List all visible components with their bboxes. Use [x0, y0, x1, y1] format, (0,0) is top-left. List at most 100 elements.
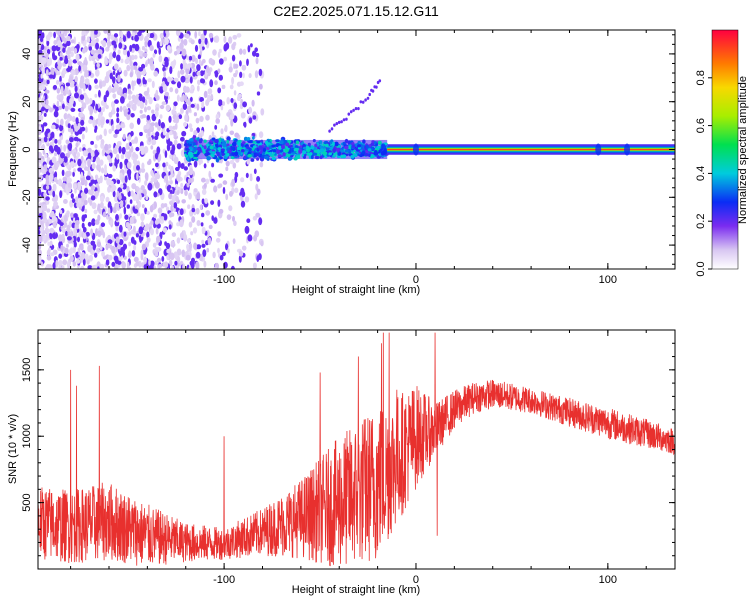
band-cell [271, 157, 277, 160]
spectrogram-cell [57, 64, 62, 70]
spectrogram-cell [189, 89, 194, 94]
spectrogram-cell [126, 168, 132, 176]
spectrogram-cell [118, 67, 122, 73]
band-cell [295, 155, 301, 159]
spectrogram-cell [131, 183, 137, 190]
spectrogram-cell [159, 41, 163, 47]
band-cell [187, 151, 193, 156]
spectrogram-cell [121, 177, 125, 183]
spectrogram-cell [127, 153, 131, 160]
spectrogram-cell [38, 229, 41, 235]
band-cell [196, 147, 201, 151]
spectrogram-cell [127, 223, 131, 232]
spectrogram-cell [181, 249, 186, 258]
spectrogram-cell [168, 259, 173, 266]
spectrogram-cell [45, 128, 51, 133]
chart-title: C2E2.2025.071.15.12.G11 [273, 3, 439, 19]
spectrogram-cell [223, 35, 227, 44]
spectrogram-cell [155, 162, 159, 168]
spectrogram-cell [128, 175, 132, 181]
branch-cell [354, 107, 358, 111]
spectrogram-cell [158, 55, 163, 63]
spectrogram-cell [199, 115, 204, 122]
spectrogram-cell [174, 260, 178, 266]
spectrogram-cell [188, 265, 192, 269]
band-cell [344, 149, 350, 153]
spectrogram-cell [46, 208, 51, 213]
snr-marks [38, 332, 675, 567]
band-cell [183, 142, 189, 147]
spectrogram-cell [39, 225, 43, 234]
spectrogram-cell [143, 257, 147, 263]
spectrogram-cell [71, 80, 75, 85]
spectrogram-cell [185, 67, 190, 75]
spectrogram-cell [196, 103, 200, 111]
band-cell [286, 140, 292, 143]
spectrogram-cell [57, 178, 63, 187]
spectrogram-cell [74, 85, 78, 93]
band-cell [247, 140, 253, 143]
band-cell [284, 148, 289, 153]
spectrogram-cell [198, 160, 202, 166]
spectrogram-cell [129, 122, 134, 130]
spectrogram-cell [188, 221, 193, 228]
spectrogram-cell [91, 218, 96, 227]
spectrogram-cell [123, 231, 127, 237]
spectrogram-cell [147, 182, 153, 191]
spectrogram-cell [171, 195, 177, 202]
spectrogram-cell [116, 179, 121, 185]
spectrogram-cell [40, 73, 44, 79]
spectrogram-cell [53, 31, 56, 39]
band-cell [340, 149, 345, 153]
spectrogram-cell [51, 166, 55, 172]
spectrogram-cell [175, 196, 179, 202]
spectrogram-cell [156, 146, 161, 155]
spectrogram-cell [162, 66, 166, 72]
spectrogram-cell [94, 219, 100, 225]
spectrogram-cell [73, 241, 77, 248]
spectrogram-cell [180, 188, 184, 195]
spectrogram-cell [146, 231, 150, 239]
spectrogram-cell [145, 61, 148, 67]
band-cell [367, 148, 372, 152]
spectrogram-cell [172, 125, 177, 130]
spectrogram-cell [169, 154, 173, 160]
spectrogram-cell [176, 173, 181, 182]
spectrogram-cell [227, 248, 230, 254]
spectrogram-cell [196, 244, 202, 250]
spectrogram-cell [144, 39, 148, 48]
band-cell [302, 150, 306, 155]
spectrogram-cell [190, 103, 195, 108]
spectrogram-cell [54, 112, 59, 118]
spectrogram-cell [45, 200, 50, 205]
spectrogram-cell [66, 243, 69, 248]
spectrogram-cell [69, 97, 74, 106]
spectrogram-cell [242, 101, 248, 108]
spectrogram-cell [105, 259, 110, 266]
spectrogram-cell [61, 250, 65, 258]
spectrogram-cell [168, 192, 173, 200]
spectrogram-cell [173, 251, 178, 259]
spectrogram-cell [150, 228, 154, 236]
steady-line-blob [412, 143, 419, 156]
spectrogram-cell [206, 65, 210, 74]
spectrogram-cell [165, 179, 169, 187]
spectrogram-cell [162, 162, 166, 168]
band-cell [357, 144, 362, 148]
spectrogram-cell [228, 36, 233, 44]
spectrogram-cell [108, 85, 112, 94]
spectrogram-cell [41, 32, 45, 39]
spectrogram-cell [45, 264, 51, 269]
band-cell [220, 138, 225, 142]
spectrogram-cell [102, 148, 106, 155]
spectrogram-cell [158, 47, 161, 55]
spectrogram-cell [160, 122, 165, 129]
spectrogram-cell [141, 114, 147, 119]
colorbar-tick-label: 0.2 [695, 214, 707, 229]
spectrogram-cell [179, 69, 185, 75]
spectrogram-cell [208, 57, 214, 65]
spectrogram-cell [115, 214, 119, 221]
spectrogram-cell [238, 250, 244, 257]
spectrogram-cell [133, 225, 136, 233]
spectrogram-cell [199, 97, 205, 102]
